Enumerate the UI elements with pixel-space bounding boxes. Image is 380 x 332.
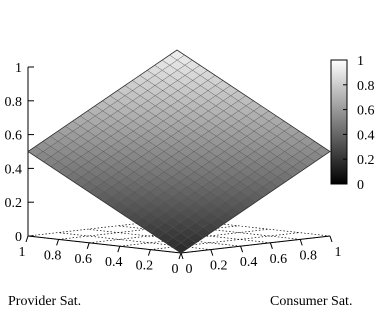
base-grid-line — [117, 225, 271, 244]
x-tick-mark — [178, 252, 182, 260]
x-tick-mark — [25, 235, 29, 243]
y-tick-label: 0.8 — [299, 248, 317, 263]
y-tick-label: 1 — [335, 245, 342, 260]
y-tick-label: 0.2 — [210, 259, 228, 274]
colorbar: 0 0.2 0.4 0.6 0.8 1 — [330, 54, 375, 193]
surface-outline — [27, 49, 331, 254]
z-tick-label: 0.2 — [5, 196, 23, 211]
colorbar-tick-label: 1 — [357, 54, 364, 69]
x-tick-mark — [147, 249, 151, 256]
x-tick-label: 0.6 — [74, 252, 92, 267]
colorbar-gradient — [330, 59, 348, 185]
z-tick-label: 0.6 — [5, 129, 23, 144]
x-tick-label: 0 — [172, 262, 179, 277]
z-tick-label: 0 — [15, 230, 22, 245]
y-axis-line — [180, 235, 331, 254]
y-tick-mark — [180, 252, 184, 260]
base-grid-line — [27, 218, 178, 237]
y-tick-label: 0.4 — [240, 255, 258, 270]
z-tick-label: 1 — [15, 61, 22, 76]
x-axis-title: Provider Sat. — [8, 294, 81, 309]
colorbar-tick-label: 0.4 — [357, 128, 375, 143]
x-tick-label: 1 — [19, 245, 26, 260]
x-tick-label: 0.2 — [136, 259, 154, 274]
x-axis-line — [27, 235, 182, 254]
surface-mesh — [27, 49, 331, 254]
y-axis-title: Consumer Sat. — [270, 294, 352, 309]
y-tick-mark — [240, 246, 244, 253]
y-tick-mark — [299, 239, 303, 246]
colorbar-tick-label: 0 — [357, 178, 364, 193]
colorbar-tick-label: 0.8 — [357, 79, 375, 94]
y-tick-mark — [269, 242, 273, 249]
y-tick-label: 0.6 — [270, 252, 288, 267]
x-tick-label: 0.8 — [44, 248, 62, 263]
z-tick-label: 0.4 — [5, 162, 23, 177]
base-grid-line — [87, 228, 241, 247]
base-grid-line — [58, 222, 208, 240]
z-tick-label: 0.8 — [5, 95, 23, 110]
x-tick-mark — [86, 242, 90, 249]
base-grid-line — [176, 218, 331, 237]
y-tick-mark — [329, 235, 333, 243]
x-tick-label: 0.4 — [105, 255, 123, 270]
base-grid-line — [147, 222, 301, 240]
y-tick-mark — [210, 249, 214, 256]
y-tick-label: 0 — [186, 262, 193, 277]
colorbar-tick-label: 0.6 — [357, 104, 375, 119]
tick-labels: 00.20.40.60.810 0.2 0.4 0.6 0.8 100.20.40.60.… — [5, 61, 342, 277]
x-tick-mark — [56, 239, 60, 246]
x-tick-mark — [117, 246, 121, 253]
colorbar-tick-label: 0.2 — [357, 153, 375, 168]
